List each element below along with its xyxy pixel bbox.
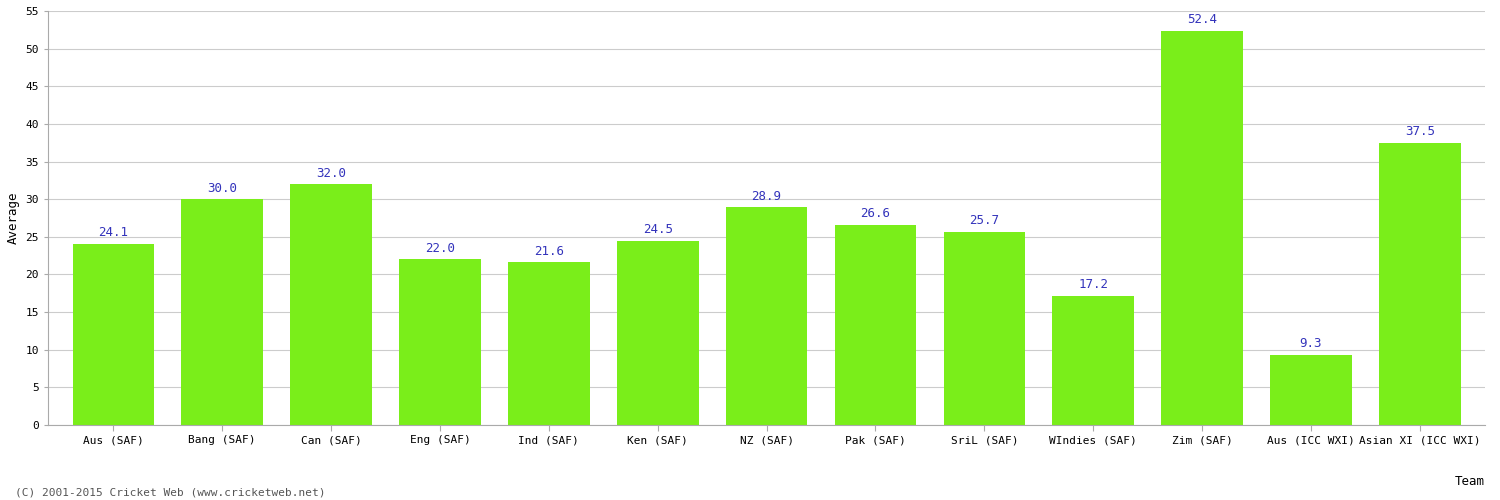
Text: (C) 2001-2015 Cricket Web (www.cricketweb.net): (C) 2001-2015 Cricket Web (www.cricketwe… [15, 488, 326, 498]
Text: 24.5: 24.5 [642, 223, 672, 236]
X-axis label: Team: Team [1455, 474, 1485, 488]
Text: 37.5: 37.5 [1406, 125, 1435, 138]
Text: 21.6: 21.6 [534, 245, 564, 258]
Text: 9.3: 9.3 [1299, 338, 1322, 350]
Bar [1378, 142, 1461, 425]
Text: 17.2: 17.2 [1078, 278, 1108, 291]
Bar [1161, 30, 1244, 425]
Bar [1270, 355, 1352, 425]
Text: 25.7: 25.7 [969, 214, 999, 227]
Bar [616, 240, 699, 425]
Bar [726, 208, 807, 425]
Y-axis label: Average: Average [8, 192, 20, 244]
Bar [834, 224, 916, 425]
Text: 28.9: 28.9 [752, 190, 782, 203]
Bar [72, 244, 154, 425]
Bar [291, 184, 372, 425]
Bar [509, 262, 590, 425]
Text: 24.1: 24.1 [99, 226, 129, 239]
Text: 26.6: 26.6 [861, 207, 891, 220]
Text: 32.0: 32.0 [316, 166, 346, 179]
Bar [399, 260, 482, 425]
Text: 22.0: 22.0 [424, 242, 454, 255]
Text: 30.0: 30.0 [207, 182, 237, 194]
Bar [182, 199, 262, 425]
Text: 52.4: 52.4 [1186, 13, 1216, 26]
Bar [1053, 296, 1134, 425]
Bar [944, 232, 1024, 425]
